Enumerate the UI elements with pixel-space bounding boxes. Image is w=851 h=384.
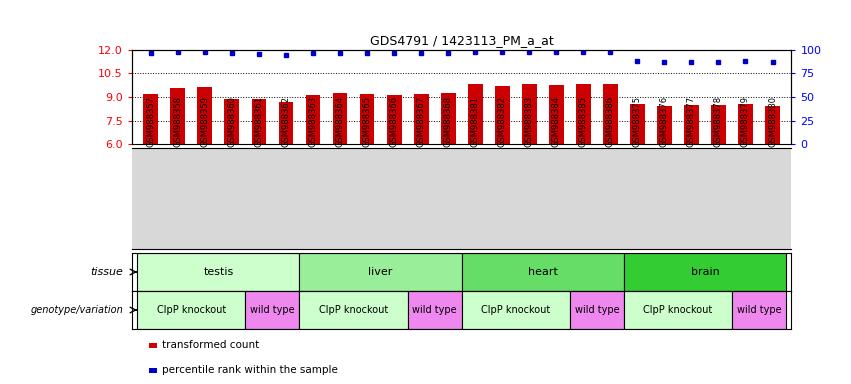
Bar [333,93,347,144]
Bar [684,105,699,144]
Bar [576,84,591,144]
Bar [711,105,726,144]
Bar [461,291,570,329]
Text: percentile rank within the sample: percentile rank within the sample [162,365,338,375]
Bar [522,84,537,144]
Bar [657,106,671,144]
Bar [300,253,461,291]
Bar [765,106,780,144]
Text: ClpP knockout: ClpP knockout [643,305,712,315]
Bar [306,96,321,144]
Bar [603,84,618,144]
Bar [245,291,300,329]
Bar [197,87,212,144]
Bar [624,253,786,291]
Bar [252,99,266,144]
Bar [461,253,624,291]
Bar [441,93,455,144]
Bar [386,95,402,144]
Bar [408,291,461,329]
Text: testis: testis [203,267,233,277]
Bar [278,102,294,144]
Text: heart: heart [528,267,557,277]
Bar [360,94,374,144]
Bar [630,104,645,144]
Bar [624,291,732,329]
Bar [225,99,239,144]
Bar [137,253,300,291]
Text: tissue: tissue [90,267,123,277]
Title: GDS4791 / 1423113_PM_a_at: GDS4791 / 1423113_PM_a_at [370,34,553,47]
Bar [300,291,408,329]
Text: ClpP knockout: ClpP knockout [481,305,551,315]
Text: wild type: wild type [250,305,294,315]
Bar [468,84,483,144]
Bar [170,88,186,144]
Bar [494,86,510,144]
Text: liver: liver [368,267,393,277]
Bar [738,104,753,144]
Text: transformed count: transformed count [162,341,259,351]
Bar [732,291,786,329]
Bar [570,291,624,329]
Text: wild type: wild type [413,305,457,315]
Bar [549,85,563,144]
Text: ClpP knockout: ClpP knockout [319,305,388,315]
Text: genotype/variation: genotype/variation [31,305,123,315]
Bar [414,94,429,144]
Text: ClpP knockout: ClpP knockout [157,305,226,315]
Bar [143,94,158,144]
Text: wild type: wild type [737,305,781,315]
Bar [137,291,245,329]
Text: wild type: wild type [574,305,620,315]
Text: brain: brain [690,267,719,277]
